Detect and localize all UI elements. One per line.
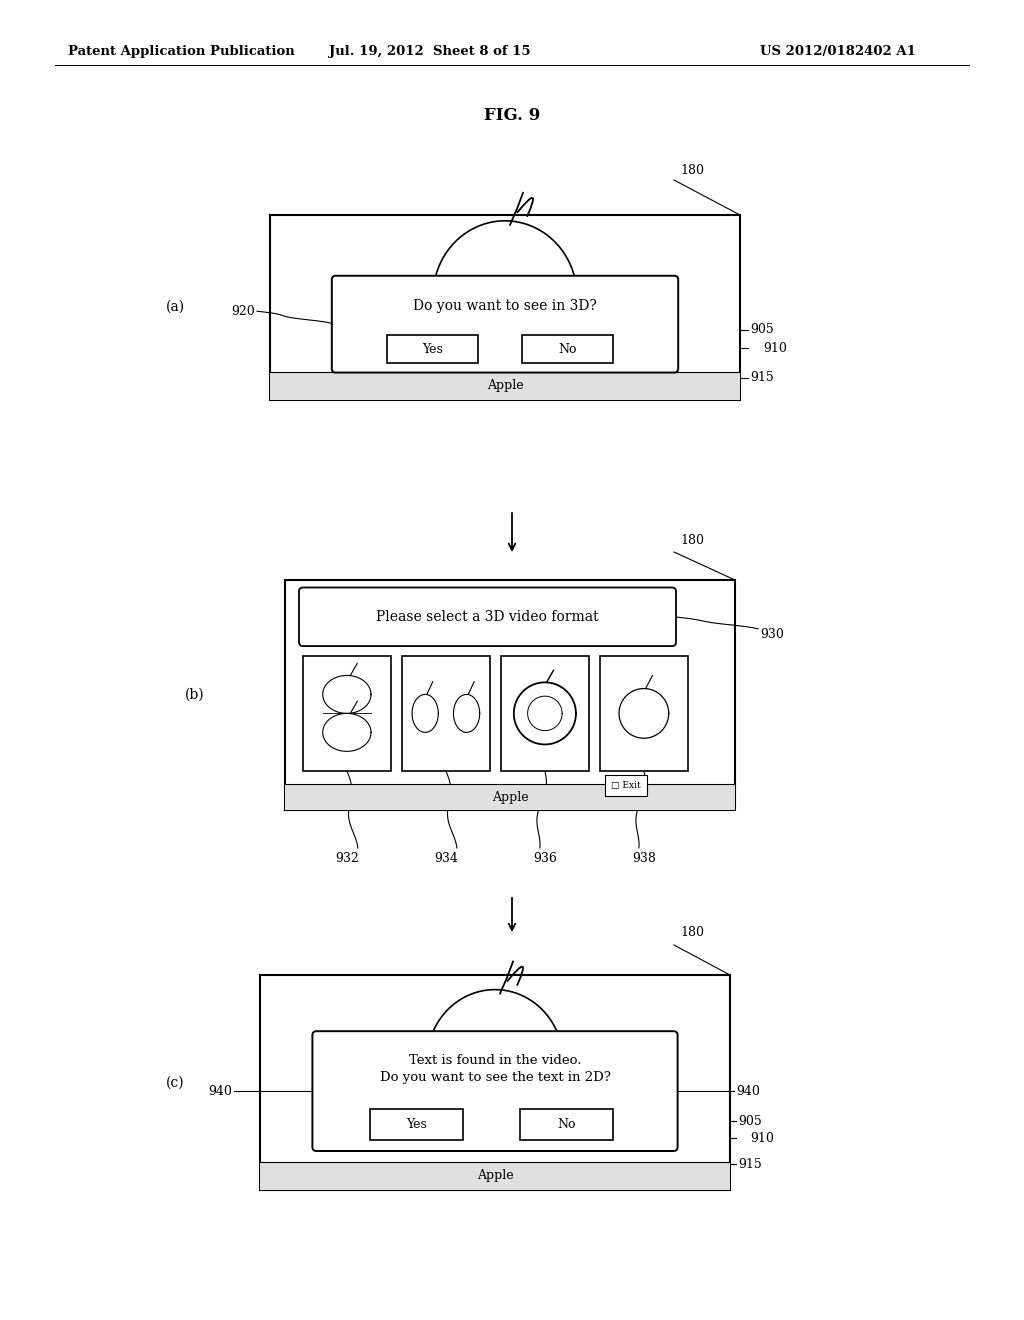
Text: No: No (557, 1118, 575, 1131)
Text: Text is found in the video.
Do you want to see the text in 2D?: Text is found in the video. Do you want … (380, 1053, 610, 1084)
Text: 915: 915 (750, 371, 774, 384)
Bar (604, 775, 647, 796)
Text: 180: 180 (680, 533, 705, 546)
Text: (b): (b) (185, 688, 205, 702)
Text: 932: 932 (335, 851, 358, 865)
Text: 938: 938 (632, 851, 655, 865)
Text: 905: 905 (750, 323, 774, 337)
Text: Apple: Apple (477, 1170, 513, 1183)
Text: Do you want to see in 3D?: Do you want to see in 3D? (413, 300, 597, 313)
FancyBboxPatch shape (312, 1031, 678, 1151)
Text: 180: 180 (680, 164, 705, 177)
Text: 930: 930 (760, 628, 784, 642)
Text: Patent Application Publication: Patent Application Publication (68, 45, 295, 58)
Bar (303, 656, 391, 771)
Bar (600, 656, 688, 771)
Text: 910: 910 (763, 342, 786, 355)
Bar (387, 335, 478, 363)
Bar (270, 215, 740, 400)
Text: Yes: Yes (406, 1118, 427, 1131)
Bar (501, 656, 589, 771)
Text: 940: 940 (208, 1085, 232, 1098)
Bar (285, 784, 735, 810)
Text: Jul. 19, 2012  Sheet 8 of 15: Jul. 19, 2012 Sheet 8 of 15 (329, 45, 530, 58)
Text: 910: 910 (750, 1133, 774, 1144)
Bar (270, 372, 740, 400)
Bar (285, 579, 735, 810)
Bar (522, 335, 613, 363)
Text: 940: 940 (736, 1085, 760, 1098)
Text: Yes: Yes (422, 342, 442, 355)
Text: 905: 905 (738, 1114, 762, 1127)
Text: 934: 934 (434, 851, 458, 865)
Text: 180: 180 (680, 927, 705, 940)
Text: Apple: Apple (492, 791, 528, 804)
Bar (370, 1109, 463, 1140)
Text: No: No (558, 342, 577, 355)
Text: □ Exit: □ Exit (611, 780, 641, 789)
Bar (402, 656, 489, 771)
Bar (520, 1109, 613, 1140)
Text: Please select a 3D video format: Please select a 3D video format (376, 610, 599, 624)
Text: 915: 915 (738, 1158, 762, 1171)
FancyBboxPatch shape (299, 587, 676, 645)
Text: FIG. 9: FIG. 9 (484, 107, 540, 124)
Text: (a): (a) (166, 300, 184, 314)
Bar (260, 1162, 730, 1191)
Text: US 2012/0182402 A1: US 2012/0182402 A1 (760, 45, 915, 58)
Bar (260, 975, 730, 1191)
Text: 936: 936 (532, 851, 557, 865)
Text: 920: 920 (231, 305, 255, 318)
Text: Apple: Apple (486, 380, 523, 392)
FancyBboxPatch shape (332, 276, 678, 372)
Text: (c): (c) (166, 1076, 184, 1089)
